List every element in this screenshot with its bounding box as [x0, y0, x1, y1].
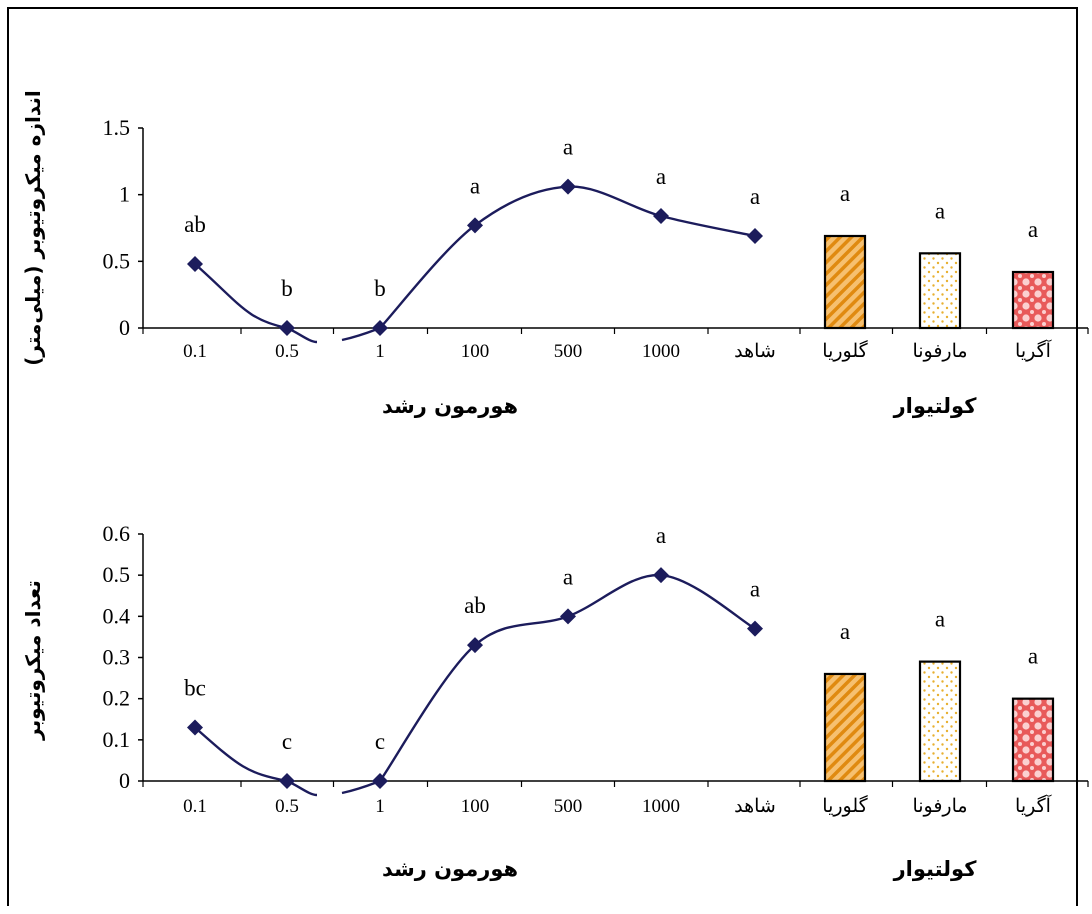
significance-letter: a — [840, 619, 850, 644]
x-group-label-hormone: هورمون رشد — [382, 394, 518, 418]
y-axis-label: تعداد میکروتیوبر — [21, 580, 45, 741]
x-tick-label: گلوریا — [822, 339, 868, 362]
significance-letter: a — [750, 577, 760, 602]
x-tick-label: گلوریا — [822, 794, 868, 817]
x-tick-label: مارفونا — [912, 796, 967, 817]
line-point — [747, 620, 763, 637]
line-point — [467, 637, 483, 654]
figure-frame — [7, 7, 1078, 906]
x-tick-label: 1000 — [642, 796, 680, 817]
x-group-label-cultivar: کولتیوار — [893, 394, 978, 418]
line-point — [279, 773, 295, 789]
significance-letter: a — [840, 181, 850, 206]
y-tick-label: 0.4 — [103, 603, 131, 628]
significance-letter: a — [935, 607, 945, 632]
line-point — [467, 217, 483, 234]
y-tick-label: 0.5 — [103, 562, 131, 587]
significance-letter: a — [563, 135, 573, 160]
x-tick-label: شاهد — [734, 796, 776, 817]
line-point — [187, 256, 203, 272]
line-point — [187, 719, 203, 736]
significance-letter: a — [470, 173, 480, 198]
line-point — [653, 567, 669, 584]
significance-letter: bc — [184, 675, 206, 700]
significance-letter: a — [750, 184, 760, 209]
bar — [1011, 270, 1055, 330]
y-tick-label: 0.6 — [103, 521, 131, 546]
x-tick-label: 0.1 — [183, 341, 207, 362]
significance-letter: a — [935, 198, 945, 223]
significance-letter: a — [1028, 217, 1038, 242]
x-tick-label: 100 — [461, 341, 490, 362]
x-tick-label: شاهد — [734, 341, 776, 362]
bar — [918, 660, 962, 783]
y-tick-label: 1 — [119, 182, 130, 207]
x-tick-label: مارفونا — [912, 341, 967, 362]
significance-letter: c — [375, 729, 385, 754]
y-tick-label: 0.2 — [103, 686, 131, 711]
x-tick-label: 0.1 — [183, 796, 207, 817]
y-axis-label: اندازه میکروتیوبر (میلی‌متر) — [21, 90, 45, 365]
significance-letter: b — [374, 276, 386, 301]
significance-letter: a — [563, 564, 573, 589]
line-series-segment — [194, 726, 318, 797]
line-point — [653, 208, 669, 224]
bar — [1011, 697, 1055, 783]
line-series-segment — [379, 573, 756, 782]
x-tick-label: آگریا — [1015, 794, 1052, 817]
significance-letter: a — [656, 523, 666, 548]
x-tick-label: 500 — [554, 796, 583, 817]
x-tick-label: 1 — [375, 341, 385, 362]
x-tick-label: 500 — [554, 341, 583, 362]
x-tick-label: آگریا — [1015, 339, 1052, 362]
y-tick-label: 0.5 — [103, 248, 131, 273]
significance-letter: a — [1028, 644, 1038, 669]
bar — [823, 234, 867, 330]
bar — [918, 252, 962, 330]
significance-letter: c — [282, 729, 292, 754]
y-tick-label: 0.3 — [103, 645, 131, 670]
y-tick-label: 0.1 — [103, 727, 131, 752]
x-tick-label: 0.5 — [275, 341, 299, 362]
x-group-label-hormone: هورمون رشد — [382, 857, 518, 881]
x-tick-label: 0.5 — [275, 796, 299, 817]
line-point — [279, 320, 295, 336]
x-tick-label: 1 — [375, 796, 385, 817]
line-series-segment — [379, 185, 756, 329]
line-point — [372, 320, 388, 336]
bar — [823, 672, 867, 783]
y-tick-label: 0 — [119, 315, 130, 340]
x-tick-label: 100 — [461, 796, 490, 817]
line-point — [372, 773, 388, 789]
chart-marks: 00.511.50.1 0.5 1 100 500 1000 شاهد گلوریا مارفو… — [21, 90, 1089, 881]
y-tick-label: 1.5 — [103, 115, 131, 140]
x-tick-label: 1000 — [642, 341, 680, 362]
line-series-segment — [194, 263, 318, 344]
significance-letter: ab — [464, 593, 486, 618]
line-point — [560, 608, 576, 625]
significance-letter: a — [656, 164, 666, 189]
y-tick-label: 0 — [119, 768, 130, 793]
significance-letter: ab — [184, 212, 206, 237]
significance-letter: b — [281, 276, 293, 301]
line-point — [747, 228, 763, 244]
line-point — [560, 178, 576, 195]
x-group-label-cultivar: کولتیوار — [893, 857, 978, 881]
